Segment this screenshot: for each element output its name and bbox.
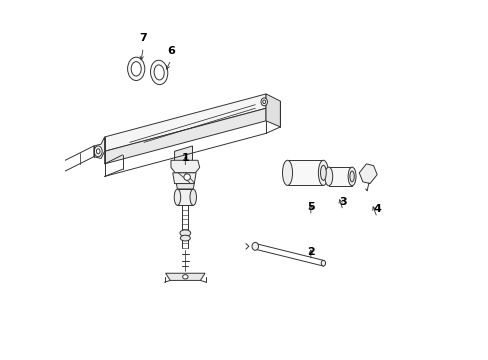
Ellipse shape [321,260,325,266]
Ellipse shape [282,160,292,185]
Text: 6: 6 [167,46,175,56]
Ellipse shape [261,98,267,106]
Polygon shape [174,164,196,173]
Ellipse shape [190,189,196,205]
Polygon shape [171,160,199,173]
Polygon shape [328,167,351,186]
Polygon shape [94,137,104,158]
Text: 7: 7 [139,33,147,43]
Ellipse shape [180,235,190,241]
Ellipse shape [150,60,167,85]
Ellipse shape [324,167,332,186]
Polygon shape [359,164,376,184]
Ellipse shape [180,230,190,236]
Ellipse shape [320,165,325,180]
Ellipse shape [262,100,265,104]
Polygon shape [287,160,323,185]
Ellipse shape [318,160,328,185]
Polygon shape [265,94,280,127]
Polygon shape [174,146,192,169]
Polygon shape [177,189,193,205]
Polygon shape [165,273,204,280]
Text: 3: 3 [339,197,346,207]
Polygon shape [104,94,265,151]
Polygon shape [104,108,265,164]
Ellipse shape [349,171,353,182]
Text: 5: 5 [306,202,314,212]
Ellipse shape [96,149,100,154]
Ellipse shape [347,167,355,186]
Ellipse shape [182,275,187,279]
Text: 1: 1 [181,153,189,163]
Ellipse shape [154,65,164,80]
Ellipse shape [174,189,180,205]
Ellipse shape [183,174,190,180]
Text: 2: 2 [306,247,314,257]
Ellipse shape [127,57,144,81]
Ellipse shape [131,62,141,76]
Ellipse shape [94,146,102,157]
Polygon shape [176,184,194,189]
Text: 4: 4 [372,204,380,214]
Polygon shape [172,173,196,184]
Ellipse shape [251,242,258,250]
